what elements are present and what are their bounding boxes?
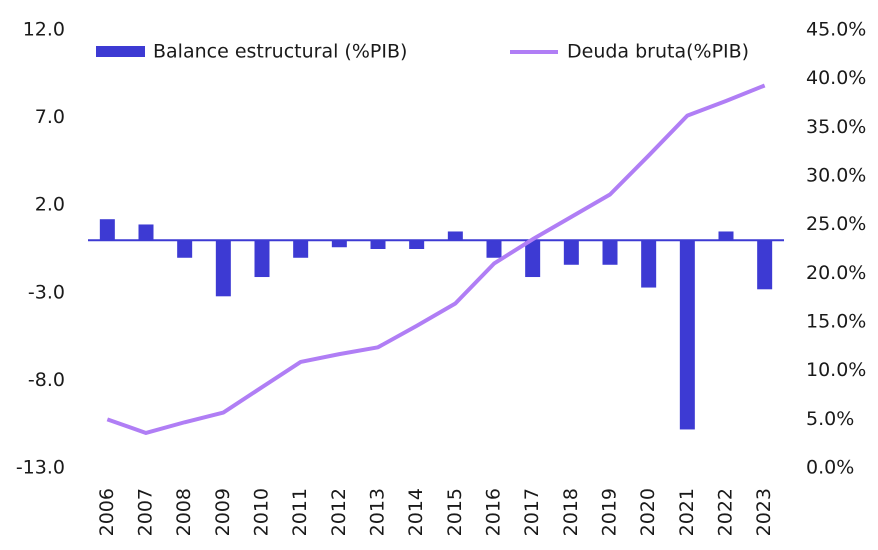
x-tick-label: 2021 [676, 488, 698, 536]
y2-tick-label: 30.0% [806, 165, 866, 187]
bar [370, 240, 386, 249]
x-tick-label: 2010 [251, 488, 273, 536]
bar [409, 240, 425, 249]
y2-tick-label: 5.0% [806, 408, 854, 430]
bar [718, 231, 734, 241]
y2-tick-label: 0.0% [806, 457, 854, 479]
x-tick-label: 2012 [328, 488, 350, 536]
x-tick-label: 2006 [96, 488, 118, 536]
y-tick-label: -8.0 [28, 369, 65, 391]
y2-tick-label: 40.0% [806, 67, 866, 89]
legend-label: Balance estructural (%PIB) [153, 41, 407, 63]
legend-swatch [96, 46, 145, 57]
bar [525, 240, 541, 278]
x-tick-label: 2022 [715, 488, 737, 536]
y-tick-label: 2.0 [35, 194, 65, 216]
bar [293, 240, 309, 258]
y-tick-label: -13.0 [16, 457, 65, 479]
x-tick-label: 2009 [212, 488, 234, 536]
y2-tick-label: 25.0% [806, 213, 866, 235]
x-tick-label: 2011 [289, 488, 311, 536]
x-tick-label: 2008 [173, 488, 195, 536]
bar [757, 240, 773, 290]
bar [641, 240, 657, 288]
line [106, 83, 766, 435]
x-tick-label: 2007 [135, 488, 157, 536]
bar [99, 219, 115, 241]
bar [486, 240, 502, 258]
y-tick-label: -3.0 [28, 281, 65, 303]
y2-tick-label: 10.0% [806, 359, 866, 381]
bar [138, 224, 154, 241]
x-tick-label: 2017 [521, 488, 543, 536]
y2-tick-label: 15.0% [806, 311, 866, 333]
x-tick-label: 2020 [637, 488, 659, 536]
y2-tick-label: 45.0% [806, 19, 866, 41]
x-tick-label: 2016 [483, 488, 505, 536]
x-tick-label: 2023 [753, 488, 775, 536]
bar [331, 240, 347, 248]
x-tick-label: 2018 [560, 488, 582, 536]
bar [254, 240, 270, 278]
bar [177, 240, 193, 258]
x-tick-label: 2015 [444, 488, 466, 536]
x-tick-label: 2013 [367, 488, 389, 536]
bar [215, 240, 231, 297]
x-tick-label: 2014 [405, 488, 427, 536]
y2-tick-label: 20.0% [806, 262, 866, 284]
bar [447, 231, 463, 241]
y2-tick-label: 35.0% [806, 116, 866, 138]
x-tick-label: 2019 [599, 488, 621, 536]
y-tick-label: 12.0 [23, 19, 65, 41]
bar [679, 240, 695, 430]
y-tick-label: 7.0 [35, 106, 65, 128]
legend-label: Deuda bruta(%PIB) [567, 41, 749, 63]
bar [602, 240, 618, 265]
bar [563, 240, 579, 265]
